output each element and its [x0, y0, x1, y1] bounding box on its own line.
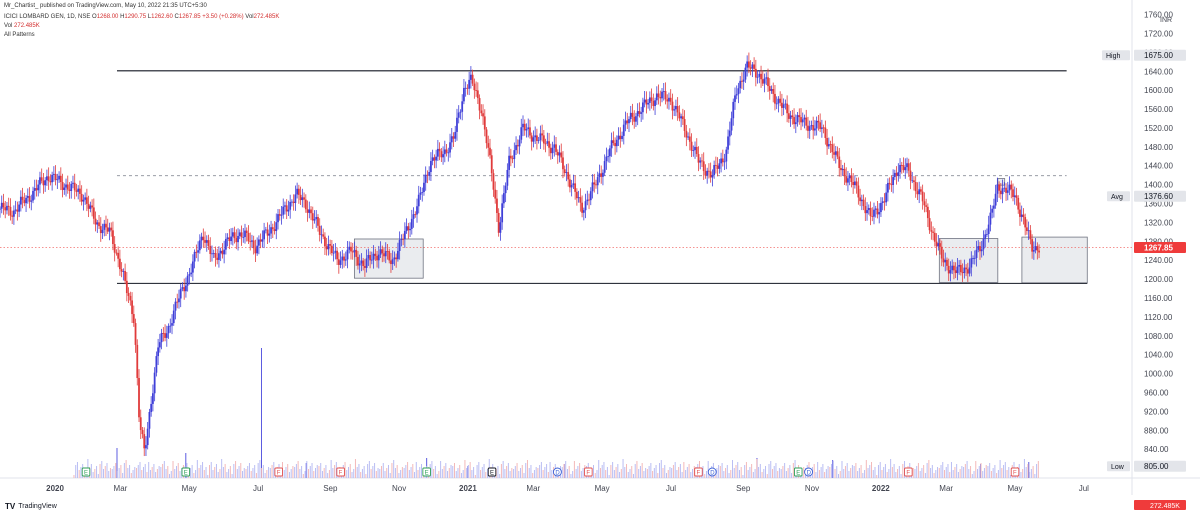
- y-tick-label-24: 1760.00: [1144, 11, 1173, 20]
- badge-label-box-1: [1107, 191, 1130, 202]
- event-marker-0: E: [84, 471, 88, 477]
- x-tick-label-12: 2022: [872, 484, 890, 493]
- y-tick-label-23: 1720.00: [1144, 29, 1173, 38]
- x-tick-label-8: May: [595, 484, 610, 493]
- event-box-3: [336, 467, 345, 477]
- price-badge-2: 1267.85: [1144, 244, 1173, 253]
- price-badge-3: 805.00: [1144, 462, 1169, 471]
- event-marker-10: E: [796, 471, 800, 477]
- event-box-10: [793, 467, 803, 477]
- event-marker-12: F: [906, 471, 910, 477]
- price-badge-1: 1376.60: [1144, 192, 1173, 201]
- currency-label: INR: [1160, 17, 1172, 24]
- y-tick-label-3: 920.00: [1144, 407, 1169, 416]
- badge-label-box-3: [1107, 461, 1130, 472]
- volume-badge: 272.485K: [1150, 503, 1180, 510]
- x-tick-label-13: Mar: [939, 484, 953, 493]
- y-tick-label-17: 1480.00: [1144, 143, 1173, 152]
- event-marker-13: F: [1013, 471, 1017, 477]
- event-box-4: [422, 467, 431, 477]
- event-box-7: [584, 467, 593, 477]
- indicator-legend[interactable]: All Patterns: [4, 32, 35, 38]
- y-tick-label-11: 1240.00: [1144, 256, 1173, 265]
- y-tick-label-10: 1200.00: [1144, 275, 1173, 284]
- event-marker-5: E: [490, 471, 494, 477]
- x-tick-label-14: May: [1007, 484, 1022, 493]
- y-tick-label-20: 1600.00: [1144, 86, 1173, 95]
- tradingview-logo[interactable]: TV TradingView: [5, 502, 57, 511]
- x-tick-label-1: Mar: [114, 484, 128, 493]
- badge-label-0: High: [1106, 53, 1121, 60]
- symbol-name: ICICI LOMBARD GEN, 1D, NSE: [4, 14, 91, 20]
- x-tick-label-0: 2020: [46, 484, 64, 493]
- event-box-12: [904, 467, 913, 477]
- badge-label-box-0: [1102, 50, 1130, 61]
- y-tick-label-15: 1400.00: [1144, 181, 1173, 190]
- event-box-2: [274, 467, 283, 477]
- event-box-0: [81, 467, 91, 477]
- event-marker-4: E: [425, 471, 429, 477]
- y-tick-label-4: 960.00: [1144, 388, 1169, 397]
- event-box-11: [804, 467, 814, 477]
- badge-label-3: Low: [1111, 464, 1125, 471]
- event-marker-3: F: [339, 471, 343, 477]
- event-marker-11: D: [807, 471, 812, 477]
- y-tick-label-7: 1080.00: [1144, 332, 1173, 341]
- volume-badge-box: [1134, 500, 1186, 510]
- price-badge-box-1: [1134, 190, 1186, 202]
- pattern-zone-1: [938, 238, 999, 283]
- event-box-5: [487, 467, 497, 477]
- tradingview-logo-icon: TV: [5, 502, 16, 511]
- event-marker-7: F: [586, 471, 590, 477]
- published-caption: Mr_Chartist_ published on TradingView.co…: [4, 3, 207, 9]
- event-box-13: [1010, 467, 1020, 477]
- volume-bars: [73, 459, 1039, 478]
- x-tick-label-11: Nov: [805, 484, 819, 493]
- y-tick-label-18: 1520.00: [1144, 124, 1173, 133]
- event-marker-1: E: [184, 471, 188, 477]
- event-marker-9: D: [710, 471, 715, 477]
- y-tick-label-6: 1040.00: [1144, 351, 1173, 360]
- y-tick-label-12: 1280.00: [1144, 237, 1173, 246]
- x-tick-label-3: Jul: [253, 484, 263, 493]
- y-tick-label-2: 880.00: [1144, 426, 1169, 435]
- event-box-6: [552, 467, 562, 477]
- y-tick-label-9: 1160.00: [1144, 294, 1173, 303]
- x-tick-label-2: May: [182, 484, 197, 493]
- y-tick-label-1: 840.00: [1144, 445, 1169, 454]
- x-tick-label-9: Jul: [666, 484, 676, 493]
- price-badge-box-0: [1134, 49, 1186, 61]
- event-marker-2: F: [277, 471, 281, 477]
- y-tick-label-13: 1320.00: [1144, 218, 1173, 227]
- y-tick-label-19: 1560.00: [1144, 105, 1173, 114]
- x-tick-label-10: Sep: [736, 484, 751, 493]
- event-box-8: [694, 467, 703, 477]
- price-badge-box-3: [1134, 460, 1186, 472]
- price-badge-box-2: [1134, 242, 1186, 254]
- y-tick-label-21: 1640.00: [1144, 67, 1173, 76]
- price-badge-0: 1675.00: [1144, 51, 1173, 60]
- candles: [0, 52, 1040, 457]
- event-marker-6: D: [555, 471, 560, 477]
- volume-legend: Vol 272.485K: [4, 23, 40, 29]
- symbol-legend: ICICI LOMBARD GEN, 1D, NSE O1268.00 H129…: [4, 14, 280, 20]
- tradingview-brand: TradingView: [18, 503, 57, 510]
- event-box-9: [707, 467, 717, 477]
- event-marker-8: F: [696, 471, 700, 477]
- y-tick-label-8: 1120.00: [1144, 313, 1173, 322]
- x-tick-label-4: Sep: [323, 484, 338, 493]
- x-tick-label-5: Nov: [392, 484, 406, 493]
- x-tick-label-6: 2021: [459, 484, 477, 493]
- event-box-1: [181, 467, 191, 477]
- pattern-zone-3: [997, 178, 1006, 186]
- badge-label-1: Avg: [1111, 194, 1123, 201]
- x-tick-label-7: Mar: [526, 484, 540, 493]
- x-tick-label-15: Jul: [1079, 484, 1089, 493]
- y-tick-label-14: 1360.00: [1144, 200, 1173, 209]
- y-tick-label-16: 1440.00: [1144, 162, 1173, 171]
- y-tick-label-5: 1000.00: [1144, 370, 1173, 379]
